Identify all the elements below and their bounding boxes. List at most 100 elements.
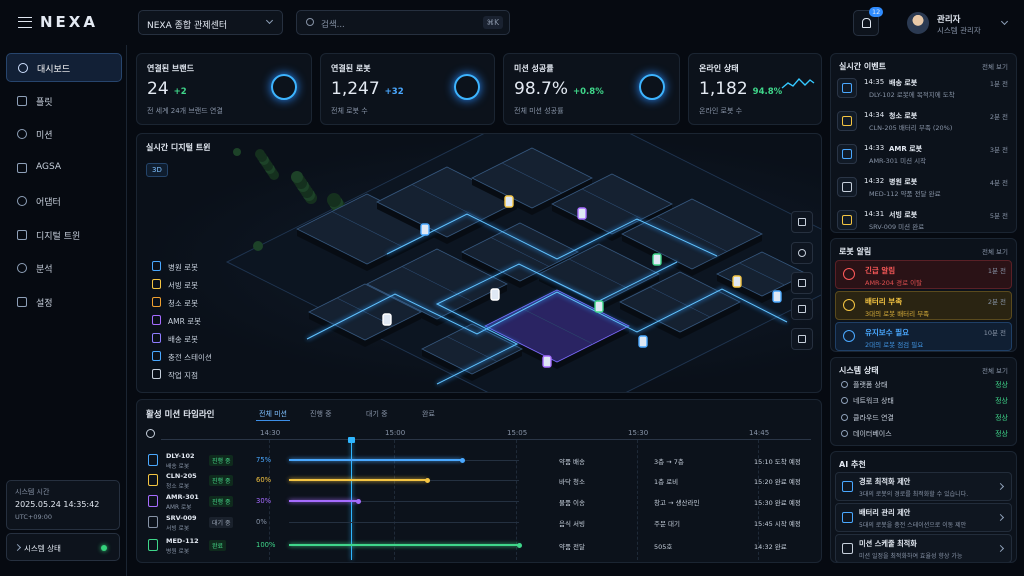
view-mode-badge[interactable]: 3D [146, 163, 168, 177]
event-icon-glyph [842, 83, 852, 93]
map-control[interactable] [791, 272, 813, 294]
event-message: MED-112 약품 전달 완료 [869, 190, 941, 198]
mission-location: 505호 [654, 543, 673, 551]
menu-icon[interactable] [18, 17, 32, 28]
robot-id: AMR-301 [166, 493, 199, 501]
notification-badge: 12 [869, 7, 884, 17]
user-chevron [1000, 17, 1009, 26]
nav-item[interactable]: 어댑터 [6, 187, 122, 216]
clock-icon [146, 429, 155, 438]
ai-title: 미션 스케줄 최적화 [859, 539, 917, 548]
kpi-value: 1,247 [331, 79, 380, 99]
nav-item[interactable]: 플릿 [6, 87, 122, 116]
kpi-icon [271, 74, 297, 100]
robot-marker [594, 300, 604, 313]
system-status: 정상 [995, 397, 1008, 406]
alerts-panel: 로봇 알림 전체 보기 긴급 알림 1분 전 AMR-204 경로 이탈 배터리 부족 2분… [830, 238, 1017, 352]
select-label: NEXA 종합 관제센터 [147, 21, 228, 31]
ai-icon [842, 481, 853, 492]
system-status-button[interactable]: 시스템 상태 [6, 533, 120, 561]
robot-icon [148, 516, 158, 528]
kpi-card: 연결된 브랜드 24 +2 전 세계 24개 브랜드 연결 [136, 53, 312, 125]
ai-description: 3대의 로봇의 경로를 최적화할 수 있습니다. [859, 491, 969, 498]
chevron [996, 513, 1005, 522]
chevron [996, 482, 1005, 491]
progress-label: 0% [256, 518, 267, 526]
view-all-link[interactable]: 전체 보기 [982, 367, 1008, 375]
alert-item[interactable]: 긴급 알림 1분 전 AMR-204 경로 이탈 [835, 260, 1012, 289]
mission-location: 주문 대기 [654, 520, 680, 528]
nav-label: 어댑터 [36, 198, 61, 208]
nav-item[interactable]: 설정 [6, 288, 122, 317]
nav-icon [17, 162, 27, 173]
user-menu[interactable]: 관리자 시스템 관리자 [900, 8, 1016, 38]
robot-marker [772, 290, 782, 303]
room-partition [411, 184, 483, 220]
ai-item[interactable]: 미션 스케줄 최적화 미션 일정을 최적화하여 효율성 향상 가능 [835, 534, 1012, 562]
alert-ago: 10분 전 [983, 329, 1006, 337]
nav-item[interactable]: 대시보드 [6, 53, 122, 82]
event-time: 14:32 [864, 177, 885, 185]
nav-item[interactable]: 분석 [6, 254, 122, 283]
kpi-icon [639, 74, 665, 100]
alert-item[interactable]: 유지보수 필요 10분 전 2대의 로봇 점검 필요 [835, 322, 1012, 351]
search-box[interactable]: 검색... ⌘K [296, 10, 510, 35]
event-time: 14:33 [864, 144, 885, 152]
map-control[interactable] [791, 328, 813, 350]
alert-item[interactable]: 배터리 부족 2분 전 3대의 로봇 배터리 부족 [835, 291, 1012, 320]
alert-icon [843, 330, 855, 342]
nav-item[interactable]: 디지털 트윈 [6, 221, 122, 250]
timeline-tab[interactable]: 완료 [422, 410, 435, 418]
kpi-value-row: 98.7% +0.8% [514, 79, 604, 99]
room-partition [739, 262, 785, 286]
robot-type: 서빙 로봇 [166, 526, 190, 532]
timeline-tab[interactable]: 전체 미션 [256, 408, 290, 421]
status-badge: 진행 중 [209, 496, 234, 507]
robot-marker [542, 355, 552, 368]
mission-location: 1층 로비 [654, 478, 679, 486]
event-icon-glyph [842, 116, 852, 126]
map-control[interactable] [791, 298, 813, 320]
time-gridline [269, 440, 270, 560]
mission-name: 약품 배송 [559, 458, 585, 466]
timeline-panel: 활성 미션 타임라인 전체 미션 진행 중 대기 중 완료 14:30 15:00 15:05… [136, 399, 822, 563]
robot-id: MED-112 [166, 537, 199, 545]
map-control[interactable] [791, 242, 813, 264]
status-chevron [13, 543, 22, 552]
legend-icon [152, 333, 161, 343]
notification-button[interactable]: 12 [853, 7, 884, 36]
nav-item[interactable]: 미션 [6, 120, 122, 149]
timeline-tab[interactable]: 대기 중 [366, 410, 388, 418]
ai-description: 5대의 로봇을 충전 스테이션으로 이동 제안 [859, 522, 967, 529]
timeline-tab[interactable]: 진행 중 [310, 410, 332, 418]
system-time: 2025.05.24 14:35:42 [15, 500, 100, 509]
room-partition [501, 162, 563, 194]
room-wall [717, 274, 807, 303]
nav-item[interactable]: AGSA [6, 154, 122, 183]
view-all-link[interactable]: 전체 보기 [982, 248, 1008, 256]
mission-eta: 14:32 완료 [754, 543, 787, 551]
kpi-value-row: 24 +2 [147, 79, 187, 99]
legend-icon [152, 261, 161, 271]
mission-eta: 15:45 시작 예정 [754, 520, 801, 528]
center-select[interactable]: NEXA 종합 관제센터 [138, 10, 283, 35]
kpi-card: 미션 성공률 98.7% +0.8% 전체 미션 성공률 [503, 53, 680, 125]
select-chevron [265, 16, 274, 25]
room-wall [377, 202, 517, 244]
map-control[interactable] [791, 211, 813, 233]
alert-title: 유지보수 필요 [865, 328, 910, 337]
mission-name: 물품 이송 [559, 499, 585, 507]
event-icon-glyph [842, 182, 852, 192]
kpi-title: 연결된 로봇 [331, 64, 371, 73]
view-all-link[interactable]: 전체 보기 [982, 63, 1008, 71]
ai-item[interactable]: 경로 최적화 제안 3대의 로봇의 경로를 최적화할 수 있습니다. [835, 472, 1012, 501]
mission-eta: 15:20 완료 예정 [754, 478, 801, 486]
ai-item[interactable]: 배터리 관리 제안 5대의 로봇을 충전 스테이션으로 이동 제안 [835, 503, 1012, 532]
nav-icon [17, 129, 27, 139]
event-ago: 4분 전 [989, 179, 1008, 187]
mission-name: 음식 서빙 [559, 520, 585, 528]
system-icon [841, 429, 848, 437]
progress-label: 75% [256, 456, 272, 464]
room-wall [622, 234, 762, 276]
